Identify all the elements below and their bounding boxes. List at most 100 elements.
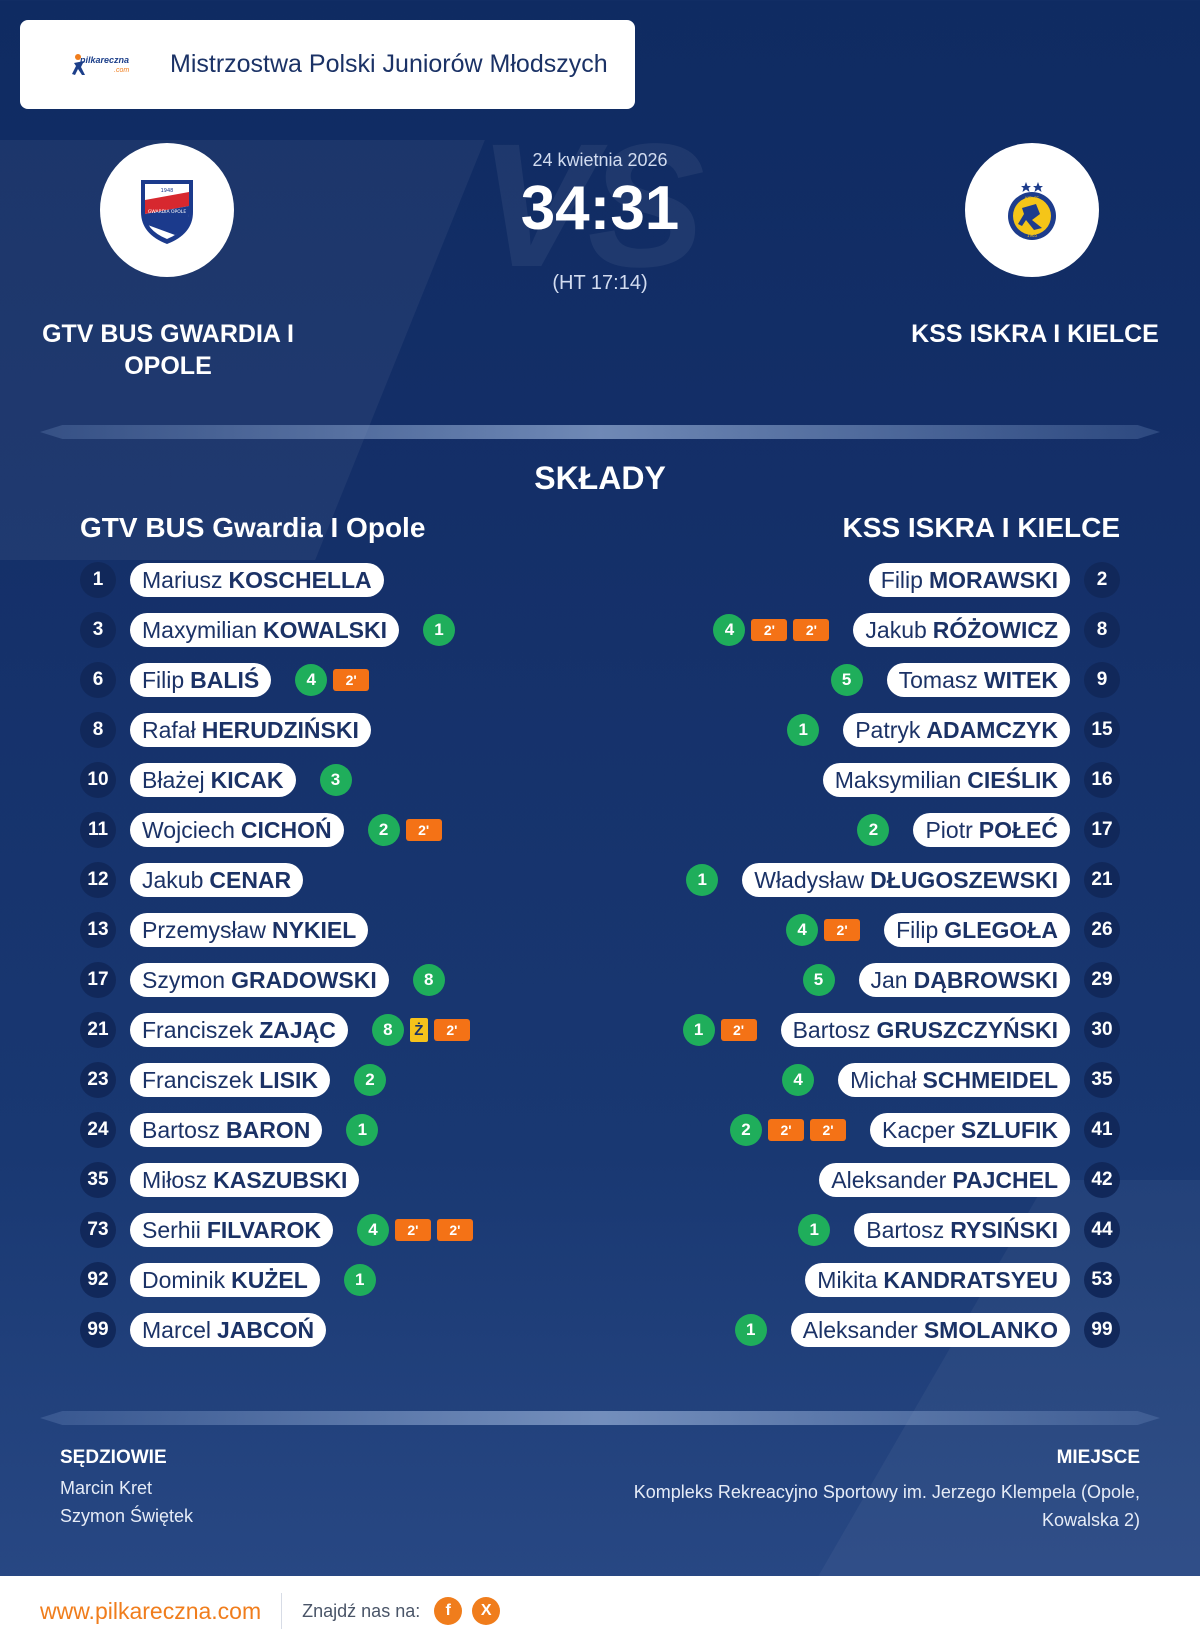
goals-badge: 4	[356, 1214, 389, 1246]
home-team-logo[interactable]: 1948 GWARDIA OPOLE	[100, 143, 234, 277]
player-name[interactable]: Filip GLEGOŁA	[884, 913, 1070, 947]
player-last-name: GLEGOŁA	[944, 916, 1058, 943]
player-last-name: KANDRATSYEU	[883, 1266, 1058, 1293]
player-last-name: POŁEĆ	[978, 816, 1058, 843]
suspension-badge: 2'	[751, 619, 788, 641]
player-name[interactable]: Rafał HERUDZIŃSKI	[130, 713, 371, 747]
player-last-name: JABCOŃ	[217, 1316, 315, 1343]
shirt-number: 24	[80, 1112, 116, 1148]
goals-badge: 5	[802, 964, 835, 996]
player-name[interactable]: Filip BALIŚ	[130, 663, 272, 697]
shirt-number: 21	[1084, 862, 1120, 898]
player-name[interactable]: Wojciech CICHOŃ	[130, 813, 344, 847]
player-stats: 2	[857, 814, 890, 846]
player-last-name: WITEK	[983, 666, 1058, 693]
vs-watermark: VS	[478, 108, 705, 304]
player-stats: 2 2' 2'	[730, 1114, 847, 1146]
goals-badge: 1	[686, 864, 719, 896]
player-last-name: CIEŚLIK	[967, 766, 1058, 793]
player-first-name: Michał	[850, 1066, 917, 1093]
player-stats: 1	[734, 1314, 767, 1346]
player-first-name: Maksymilian	[834, 766, 962, 793]
player-name[interactable]: Bartosz RYSIŃSKI	[854, 1213, 1070, 1247]
player-first-name: Szymon	[142, 966, 226, 993]
player-stats: 1 2'	[682, 1014, 757, 1046]
yellow-card-badge: Ż	[409, 1018, 428, 1042]
goals-badge: 1	[734, 1314, 767, 1346]
player-name[interactable]: Maxymilian KOWALSKI	[130, 613, 399, 647]
away-team-logo[interactable]: KIELCE 1965	[965, 143, 1099, 277]
player-row: 4 2' Filip GLEGOŁA 26	[580, 905, 1120, 955]
player-name[interactable]: Serhii FILVAROK	[130, 1213, 333, 1247]
brand-name: pilkareczna	[80, 54, 130, 65]
player-name[interactable]: Franciszek LISIK	[130, 1063, 330, 1097]
referee-name: Marcin Kret	[60, 1478, 153, 1498]
player-stats: 3	[319, 764, 352, 796]
goals-badge: 8	[371, 1014, 404, 1046]
pilkareczna-logo[interactable]: pilkareczna .com	[50, 45, 142, 85]
player-name[interactable]: Władysław DŁUGOSZEWSKI	[742, 863, 1070, 897]
player-last-name: ZAJĄC	[259, 1016, 336, 1043]
away-lineup-title: KSS ISKRA I KIELCE	[842, 512, 1120, 543]
player-name[interactable]: Bartosz GRUSZCZYŃSKI	[780, 1013, 1070, 1047]
player-row: 21 Franciszek ZAJĄC 8 Ż 2'	[80, 1005, 620, 1055]
player-name[interactable]: Jan DĄBROWSKI	[858, 963, 1070, 997]
player-row: 10 Błażej KICAK 3	[80, 755, 620, 805]
player-name[interactable]: Miłosz KASZUBSKI	[130, 1163, 360, 1197]
player-first-name: Maxymilian	[142, 616, 258, 643]
shirt-number: 26	[1084, 912, 1120, 948]
player-name[interactable]: Przemysław NYKIEL	[130, 913, 369, 947]
player-last-name: CICHOŃ	[240, 816, 332, 843]
player-name[interactable]: Dominik KUŻEL	[130, 1263, 320, 1297]
player-row: Mikita KANDRATSYEU 53	[580, 1255, 1120, 1305]
away-player-list: Filip MORAWSKI 2 4 2' 2' Jakub RÓŻOWICZ 8 5 Tomasz…	[580, 555, 1120, 1355]
player-stats: 4 2'	[786, 914, 861, 946]
player-name[interactable]: Filip MORAWSKI	[868, 563, 1070, 597]
venue-text: Kompleks Rekreacyjno Sportowy im. Jerzeg…	[633, 1482, 1140, 1530]
player-row: 24 Bartosz BARON 1	[80, 1105, 620, 1155]
player-first-name: Bartosz	[142, 1116, 220, 1143]
player-name[interactable]: Marcel JABCOŃ	[130, 1313, 327, 1347]
player-name[interactable]: Tomasz WITEK	[886, 663, 1070, 697]
player-name[interactable]: Mikita KANDRATSYEU	[805, 1263, 1070, 1297]
player-name[interactable]: Bartosz BARON	[130, 1113, 323, 1147]
player-stats: 4 2'	[295, 664, 370, 696]
player-first-name: Jakub	[865, 616, 927, 643]
player-row: 2 Piotr POŁEĆ 17	[580, 805, 1120, 855]
player-last-name: KICAK	[210, 766, 284, 793]
shirt-number: 10	[80, 762, 116, 798]
goals-badge: 1	[682, 1014, 715, 1046]
player-name[interactable]: Jakub RÓŻOWICZ	[853, 613, 1070, 647]
player-row: Filip MORAWSKI 2	[580, 555, 1120, 605]
player-name[interactable]: Szymon GRADOWSKI	[130, 963, 389, 997]
player-name[interactable]: Kacper SZLUFIK	[870, 1113, 1070, 1147]
player-row: 3 Maxymilian KOWALSKI 1	[80, 605, 620, 655]
shirt-number: 13	[80, 912, 116, 948]
player-first-name: Filip	[880, 566, 923, 593]
player-name[interactable]: Mariusz KOSCHELLA	[130, 563, 384, 597]
x-icon[interactable]: X	[472, 1597, 501, 1625]
player-name[interactable]: Franciszek ZAJĄC	[130, 1013, 348, 1047]
facebook-icon[interactable]: f	[434, 1597, 463, 1625]
player-first-name: Tomasz	[898, 666, 978, 693]
player-first-name: Mikita	[817, 1266, 878, 1293]
player-last-name: KOSCHELLA	[228, 566, 372, 593]
player-name[interactable]: Błażej KICAK	[130, 763, 296, 797]
player-name[interactable]: Jakub CENAR	[130, 863, 304, 897]
player-name[interactable]: Patryk ADAMCZYK	[843, 713, 1070, 747]
player-name[interactable]: Aleksander PAJCHEL	[819, 1163, 1070, 1197]
player-name[interactable]: Aleksander SMOLANKO	[790, 1313, 1070, 1347]
player-name[interactable]: Maksymilian CIEŚLIK	[822, 763, 1070, 797]
goals-badge: 1	[346, 1114, 379, 1146]
player-row: 99 Marcel JABCOŃ	[80, 1305, 620, 1355]
shirt-number: 99	[1084, 1312, 1120, 1348]
goals-badge: 1	[343, 1264, 376, 1296]
player-name[interactable]: Michał SCHMEIDEL	[838, 1063, 1070, 1097]
player-row: 6 Filip BALIŚ 4 2'	[80, 655, 620, 705]
player-row: 1 2' Bartosz GRUSZCZYŃSKI 30	[580, 1005, 1120, 1055]
competition-name: Mistrzostwa Polski Juniorów Młodszych	[170, 50, 608, 78]
player-name[interactable]: Piotr POŁEĆ	[913, 813, 1070, 847]
player-stats: 1	[798, 1214, 831, 1246]
website-link[interactable]: www.pilkareczna.com	[40, 1597, 262, 1624]
brand-suffix: .com	[114, 66, 130, 74]
